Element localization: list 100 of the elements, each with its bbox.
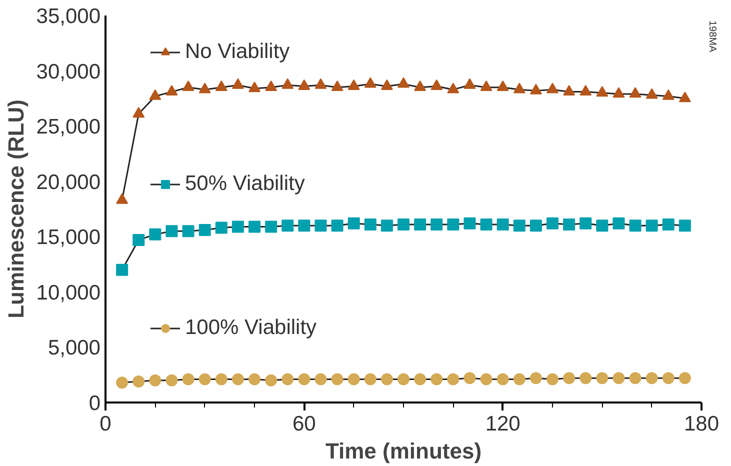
point (364, 77, 376, 88)
point (364, 373, 376, 386)
point (464, 78, 476, 89)
y-tick-label: 10,000 (36, 281, 101, 304)
point (447, 373, 460, 386)
point (248, 82, 260, 92)
point (612, 372, 625, 384)
point (414, 218, 426, 230)
point (513, 82, 526, 94)
point (612, 217, 625, 230)
point (215, 373, 228, 386)
point (580, 372, 592, 384)
point (182, 373, 194, 386)
point (248, 220, 260, 233)
point (166, 374, 178, 386)
point (596, 220, 608, 232)
point (265, 220, 278, 233)
point (447, 82, 460, 94)
point (646, 220, 658, 232)
point (380, 79, 393, 90)
point (530, 84, 542, 94)
point (678, 92, 691, 102)
point (331, 373, 344, 386)
point (282, 373, 294, 386)
point (629, 372, 642, 384)
legend-label: 100% Viability (185, 316, 317, 340)
point (580, 84, 592, 96)
point (480, 373, 492, 386)
point (149, 228, 162, 240)
point (198, 224, 211, 236)
y-tick-label: 5,000 (48, 336, 101, 360)
point (132, 234, 145, 246)
point (198, 82, 211, 94)
point (430, 218, 443, 230)
point (662, 218, 674, 230)
point (629, 87, 642, 98)
point (398, 218, 410, 230)
y-tick-label: 0 (88, 392, 101, 415)
y-tick-label: 25,000 (36, 116, 101, 139)
point (198, 373, 211, 386)
point (265, 374, 278, 386)
x-tick-label: 180 (684, 412, 720, 436)
point (116, 264, 128, 276)
legend-label: 50% Viability (185, 172, 305, 196)
point (563, 218, 576, 230)
point (248, 373, 260, 386)
point (298, 79, 310, 90)
point (182, 225, 194, 238)
point (282, 78, 294, 89)
point (132, 107, 145, 118)
point (282, 220, 294, 232)
point (232, 78, 244, 89)
point (596, 372, 608, 384)
point (464, 372, 476, 384)
point (116, 376, 128, 389)
point (513, 220, 526, 232)
point (546, 217, 558, 230)
point (414, 373, 426, 386)
point (364, 218, 376, 230)
point (348, 79, 360, 90)
point (265, 80, 278, 92)
point (678, 372, 691, 384)
point (496, 80, 509, 92)
y-tick-label: 20,000 (36, 170, 101, 194)
x-tick-label: 120 (485, 412, 520, 436)
point (464, 217, 476, 230)
point (314, 373, 327, 386)
point (414, 80, 426, 92)
point (596, 86, 608, 97)
point (348, 373, 360, 386)
point (215, 80, 228, 92)
point (513, 373, 526, 386)
y-axis-title: Luminescence (RLU) (3, 100, 28, 318)
x-tick-label: 60 (292, 412, 316, 436)
point (662, 89, 674, 100)
point (612, 87, 625, 98)
point (132, 376, 145, 388)
point (580, 217, 592, 230)
point (314, 78, 327, 89)
point (530, 220, 542, 232)
point (298, 220, 310, 232)
point (546, 373, 558, 386)
point (662, 372, 674, 384)
point (430, 373, 443, 386)
point (331, 80, 344, 92)
point (116, 193, 128, 204)
point (398, 77, 410, 88)
point (678, 220, 691, 232)
point (563, 84, 576, 96)
point (149, 374, 162, 386)
point (314, 220, 327, 232)
point (530, 372, 542, 384)
point (646, 88, 658, 99)
point (215, 222, 228, 234)
point (232, 220, 244, 233)
point (182, 80, 194, 92)
y-tick-label: 35,000 (36, 5, 101, 28)
point (480, 218, 492, 230)
point (166, 225, 178, 238)
point (380, 220, 393, 232)
